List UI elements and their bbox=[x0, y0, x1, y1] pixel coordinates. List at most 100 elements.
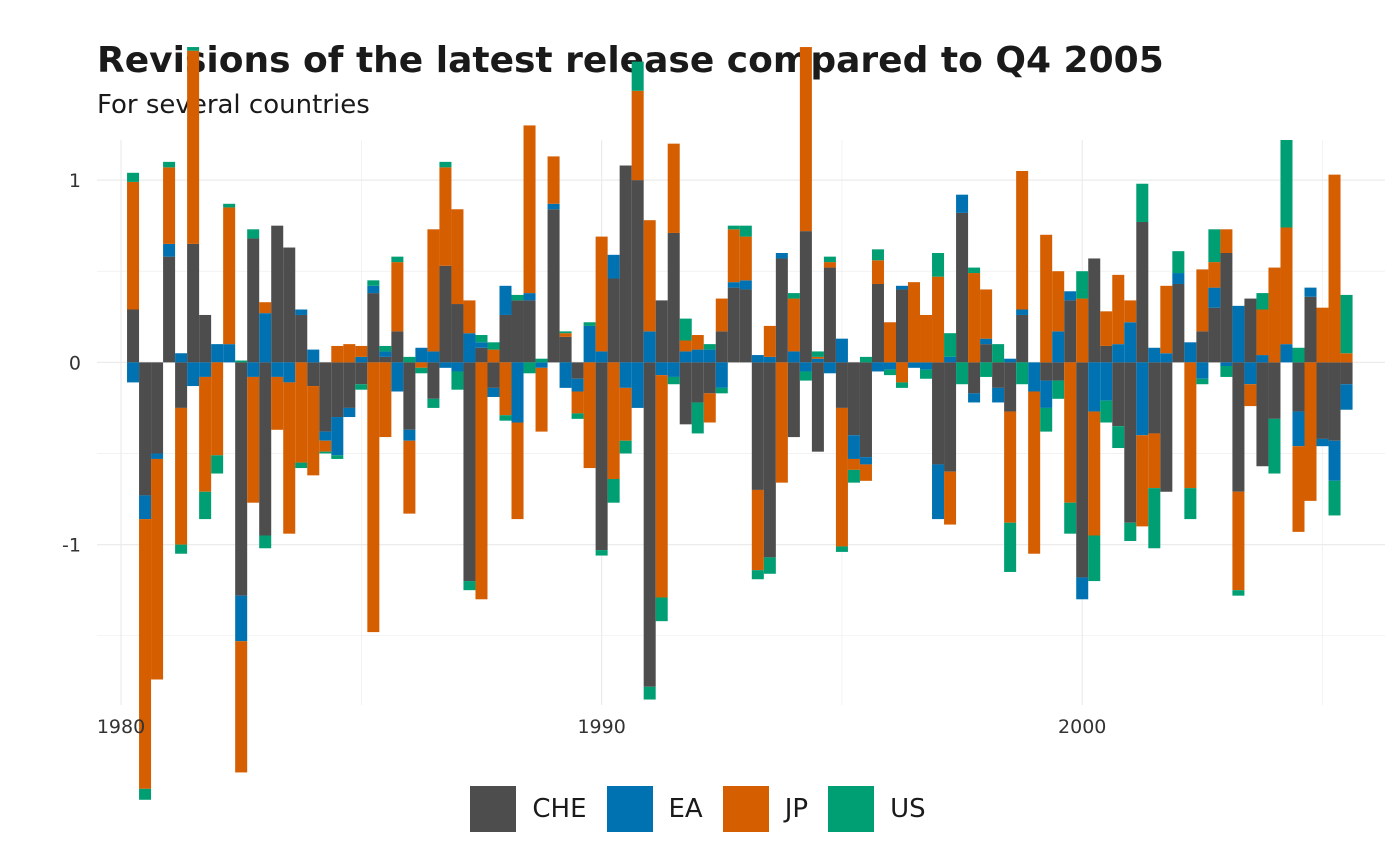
legend-swatch bbox=[722, 786, 769, 832]
bar-ea bbox=[655, 362, 668, 376]
bar-jp bbox=[379, 362, 392, 438]
bar-us bbox=[619, 440, 632, 454]
bar-jp bbox=[835, 407, 848, 547]
bar-jp bbox=[415, 362, 428, 368]
bar-jp bbox=[1256, 309, 1269, 356]
bar-ea bbox=[223, 344, 236, 363]
bar-ea bbox=[1148, 347, 1161, 363]
bar-ea bbox=[823, 362, 836, 374]
bar-ea bbox=[1160, 353, 1173, 363]
bar-us bbox=[1100, 400, 1113, 423]
bar-us bbox=[1280, 140, 1293, 228]
bar-che bbox=[631, 180, 644, 363]
bar-che bbox=[1232, 362, 1245, 492]
bar-ea bbox=[715, 362, 728, 388]
bar-che bbox=[1256, 362, 1269, 467]
bar-ea bbox=[920, 362, 933, 370]
bar-ea bbox=[1328, 440, 1341, 481]
bar-che bbox=[511, 300, 524, 363]
bar-jp bbox=[763, 325, 776, 357]
bar-jp bbox=[908, 282, 921, 363]
bar-us bbox=[463, 581, 476, 591]
bar-jp bbox=[823, 262, 836, 268]
bar-us bbox=[379, 345, 392, 352]
bar-che bbox=[247, 238, 260, 363]
legend-swatch bbox=[470, 786, 517, 832]
bar-ea bbox=[1208, 287, 1221, 308]
bar-jp bbox=[523, 125, 536, 294]
bar-jp bbox=[895, 362, 909, 383]
bar-ea bbox=[283, 362, 296, 383]
bar-che bbox=[163, 256, 176, 363]
legend-swatch bbox=[606, 786, 653, 832]
bar-jp bbox=[1196, 269, 1209, 332]
bar-ea bbox=[619, 362, 632, 388]
bar-jp bbox=[1052, 271, 1065, 332]
bar-us bbox=[535, 358, 548, 363]
bar-ea bbox=[871, 362, 884, 372]
bar-us bbox=[223, 203, 236, 208]
bar-ea bbox=[367, 285, 380, 294]
bar-ea bbox=[739, 280, 752, 290]
bar-us bbox=[439, 161, 452, 168]
bar-jp bbox=[715, 298, 728, 332]
bar-ea bbox=[319, 431, 332, 441]
bar-jp bbox=[871, 260, 884, 284]
bar-jp bbox=[259, 302, 272, 314]
bar-che bbox=[835, 362, 848, 408]
bar-us bbox=[920, 369, 933, 379]
bar-che bbox=[1124, 362, 1137, 523]
bar-us bbox=[523, 362, 536, 374]
bar-che bbox=[499, 314, 512, 363]
bar-jp bbox=[655, 375, 668, 598]
bar-jp bbox=[223, 207, 236, 345]
bar-che bbox=[1208, 307, 1221, 363]
bar-us bbox=[391, 256, 404, 263]
bar-us bbox=[1004, 522, 1017, 572]
bar-us bbox=[451, 371, 464, 390]
bar-che bbox=[847, 362, 860, 436]
bar-us bbox=[859, 356, 872, 363]
bar-us bbox=[319, 451, 332, 454]
bar-jp bbox=[1028, 391, 1041, 554]
bar-ea bbox=[895, 285, 909, 290]
bar-us bbox=[1148, 488, 1161, 549]
bar-ea bbox=[908, 362, 921, 368]
bar-jp bbox=[1232, 491, 1245, 591]
bar-ea bbox=[847, 435, 860, 459]
bar-us bbox=[1064, 502, 1077, 534]
bar-che bbox=[1292, 362, 1305, 412]
bar-che bbox=[139, 362, 152, 496]
bar-ea bbox=[992, 387, 1005, 403]
bar-ea bbox=[331, 417, 344, 456]
bar-us bbox=[487, 342, 500, 350]
bar-us bbox=[1112, 426, 1125, 449]
x-tick-label: 1980 bbox=[97, 716, 145, 738]
legend-label: CHE bbox=[532, 794, 587, 824]
legend-label: EA bbox=[668, 794, 703, 824]
bar-jp bbox=[1088, 411, 1101, 536]
bar-ea bbox=[1244, 362, 1257, 385]
bar-che bbox=[679, 362, 692, 425]
bar-che bbox=[811, 362, 824, 452]
bar-jp bbox=[307, 386, 320, 476]
bar-jp bbox=[691, 335, 704, 350]
bar-jp bbox=[932, 276, 945, 363]
bar-us bbox=[631, 61, 644, 91]
bar-che bbox=[775, 258, 788, 363]
bar-jp bbox=[679, 340, 692, 352]
bar-ea bbox=[751, 355, 764, 363]
bar-jp bbox=[1244, 384, 1257, 407]
bar-ea bbox=[391, 362, 404, 392]
bar-ea bbox=[151, 453, 164, 459]
bar-jp bbox=[1160, 285, 1173, 354]
bar-us bbox=[1124, 522, 1137, 541]
bar-jp bbox=[403, 440, 416, 514]
bar-ea bbox=[475, 342, 488, 348]
bar-ea bbox=[1292, 411, 1305, 447]
bar-jp bbox=[1004, 411, 1017, 523]
bar-ea bbox=[643, 331, 656, 363]
bar-che bbox=[703, 362, 716, 394]
x-tick-label: 1990 bbox=[577, 716, 625, 738]
